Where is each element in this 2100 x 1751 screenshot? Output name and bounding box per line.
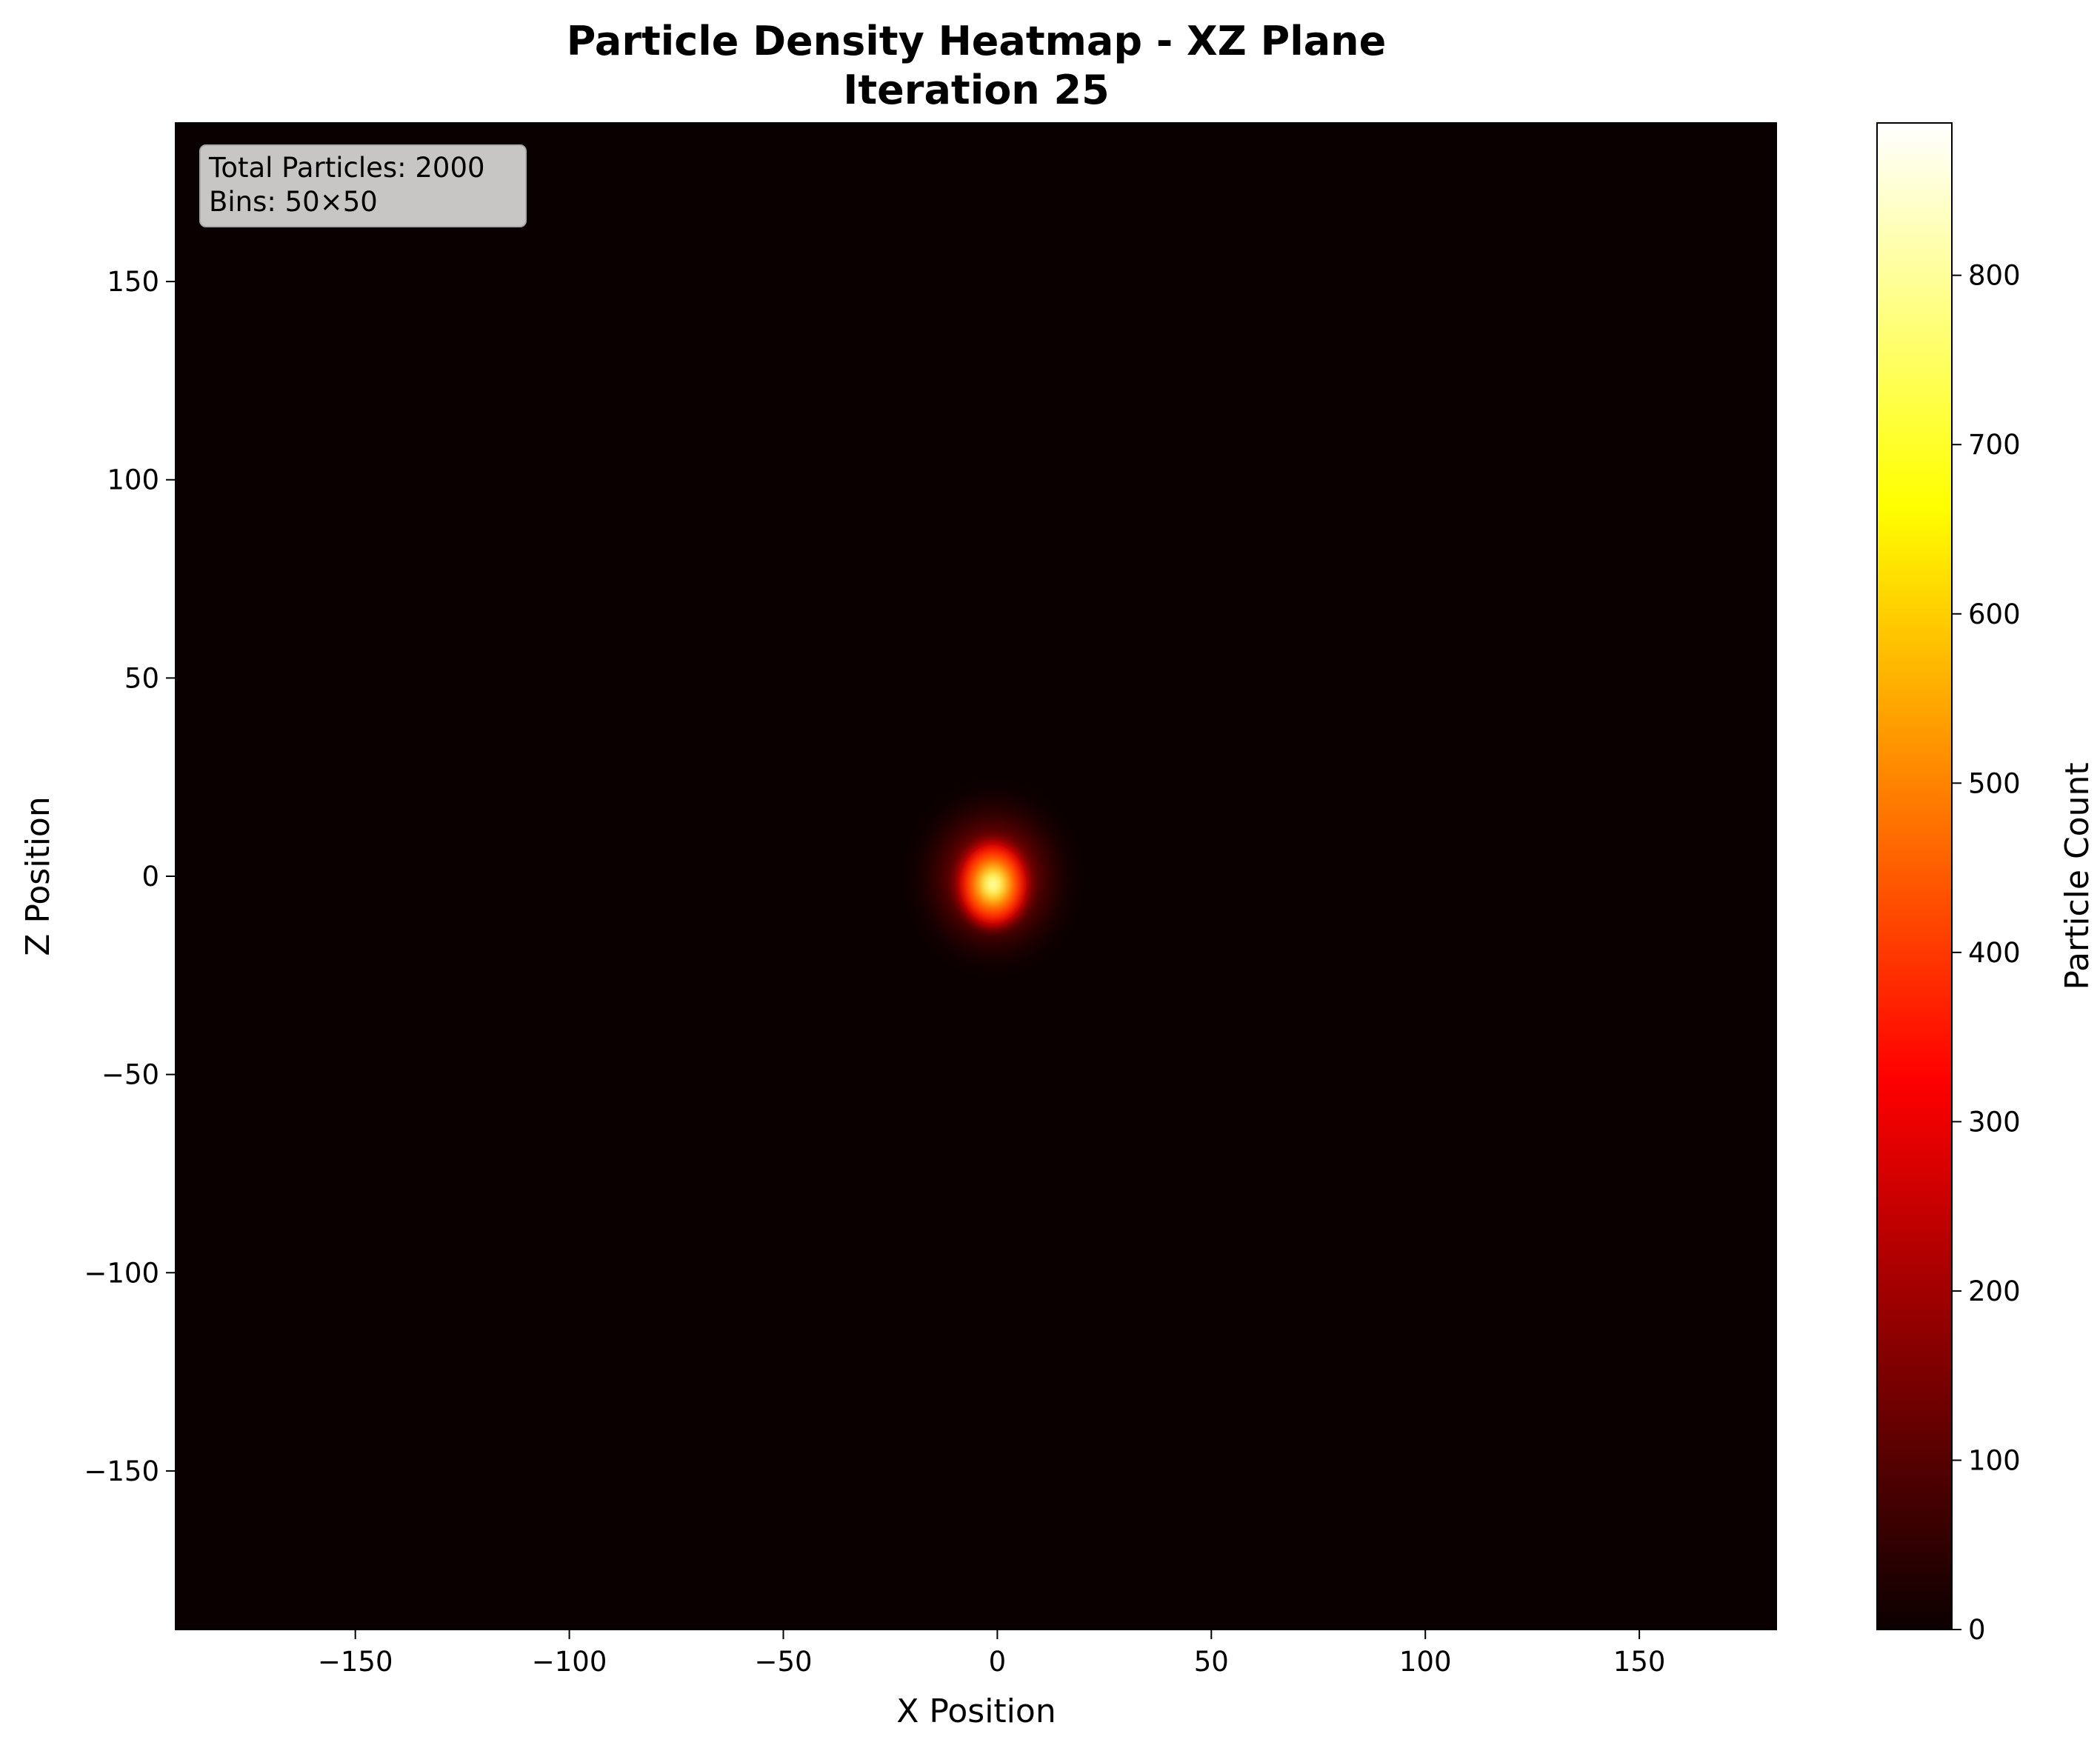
y-tick-label: −50 [101, 1059, 159, 1091]
chart-title: Particle Density Heatmap - XZ Plane [567, 18, 1386, 64]
plot-area [175, 122, 1777, 1630]
colorbar-tick-label: 400 [1968, 937, 2021, 969]
y-tick-label: −100 [84, 1257, 159, 1289]
x-axis-label: X Position [896, 1692, 1056, 1730]
x-tick-label: 100 [1399, 1646, 1452, 1678]
info-box: Total Particles: 2000 Bins: 50×50 [199, 144, 527, 227]
colorbar-tick-label: 700 [1968, 429, 2021, 461]
y-axis-label: Z Position [19, 796, 57, 955]
x-axis: −150 −100 −50 0 50 100 150 [318, 1630, 1666, 1678]
y-tick-label: −150 [84, 1455, 159, 1487]
density-core [954, 836, 1032, 932]
chart-subtitle: Iteration 25 [843, 67, 1109, 113]
x-tick-label: −50 [754, 1646, 812, 1678]
x-tick-label: 50 [1194, 1646, 1229, 1678]
x-tick-label: −100 [532, 1646, 607, 1678]
info-bins: Bins: 50×50 [209, 186, 378, 218]
colorbar-tick-label: 300 [1968, 1106, 2021, 1138]
colorbar-tick-label: 0 [1968, 1614, 1986, 1646]
colorbar-tick-label: 600 [1968, 598, 2021, 630]
y-tick-label: 150 [107, 266, 159, 298]
info-total-particles: Total Particles: 2000 [208, 152, 485, 184]
x-tick-label: −150 [318, 1646, 393, 1678]
colorbar: 0 100 200 300 400 500 600 700 800 Particle Count [1876, 122, 2096, 1646]
colorbar-ticks: 0 100 200 300 400 500 600 700 800 [1952, 260, 2021, 1646]
x-tick-label: 150 [1613, 1646, 1666, 1678]
colorbar-label: Particle Count [2059, 762, 2096, 990]
y-tick-label: 100 [107, 464, 159, 496]
y-tick-label: 50 [124, 662, 159, 694]
y-axis: −150 −100 −50 0 50 100 150 [84, 266, 176, 1487]
x-tick-label: 0 [989, 1646, 1007, 1678]
colorbar-tick-label: 800 [1968, 260, 2021, 292]
colorbar-tick-label: 200 [1968, 1275, 2021, 1307]
colorbar-gradient [1876, 122, 1953, 1630]
colorbar-tick-label: 100 [1968, 1444, 2021, 1476]
info-box-background [199, 144, 527, 227]
y-tick-label: 0 [141, 861, 159, 893]
colorbar-tick-label: 500 [1968, 767, 2021, 799]
